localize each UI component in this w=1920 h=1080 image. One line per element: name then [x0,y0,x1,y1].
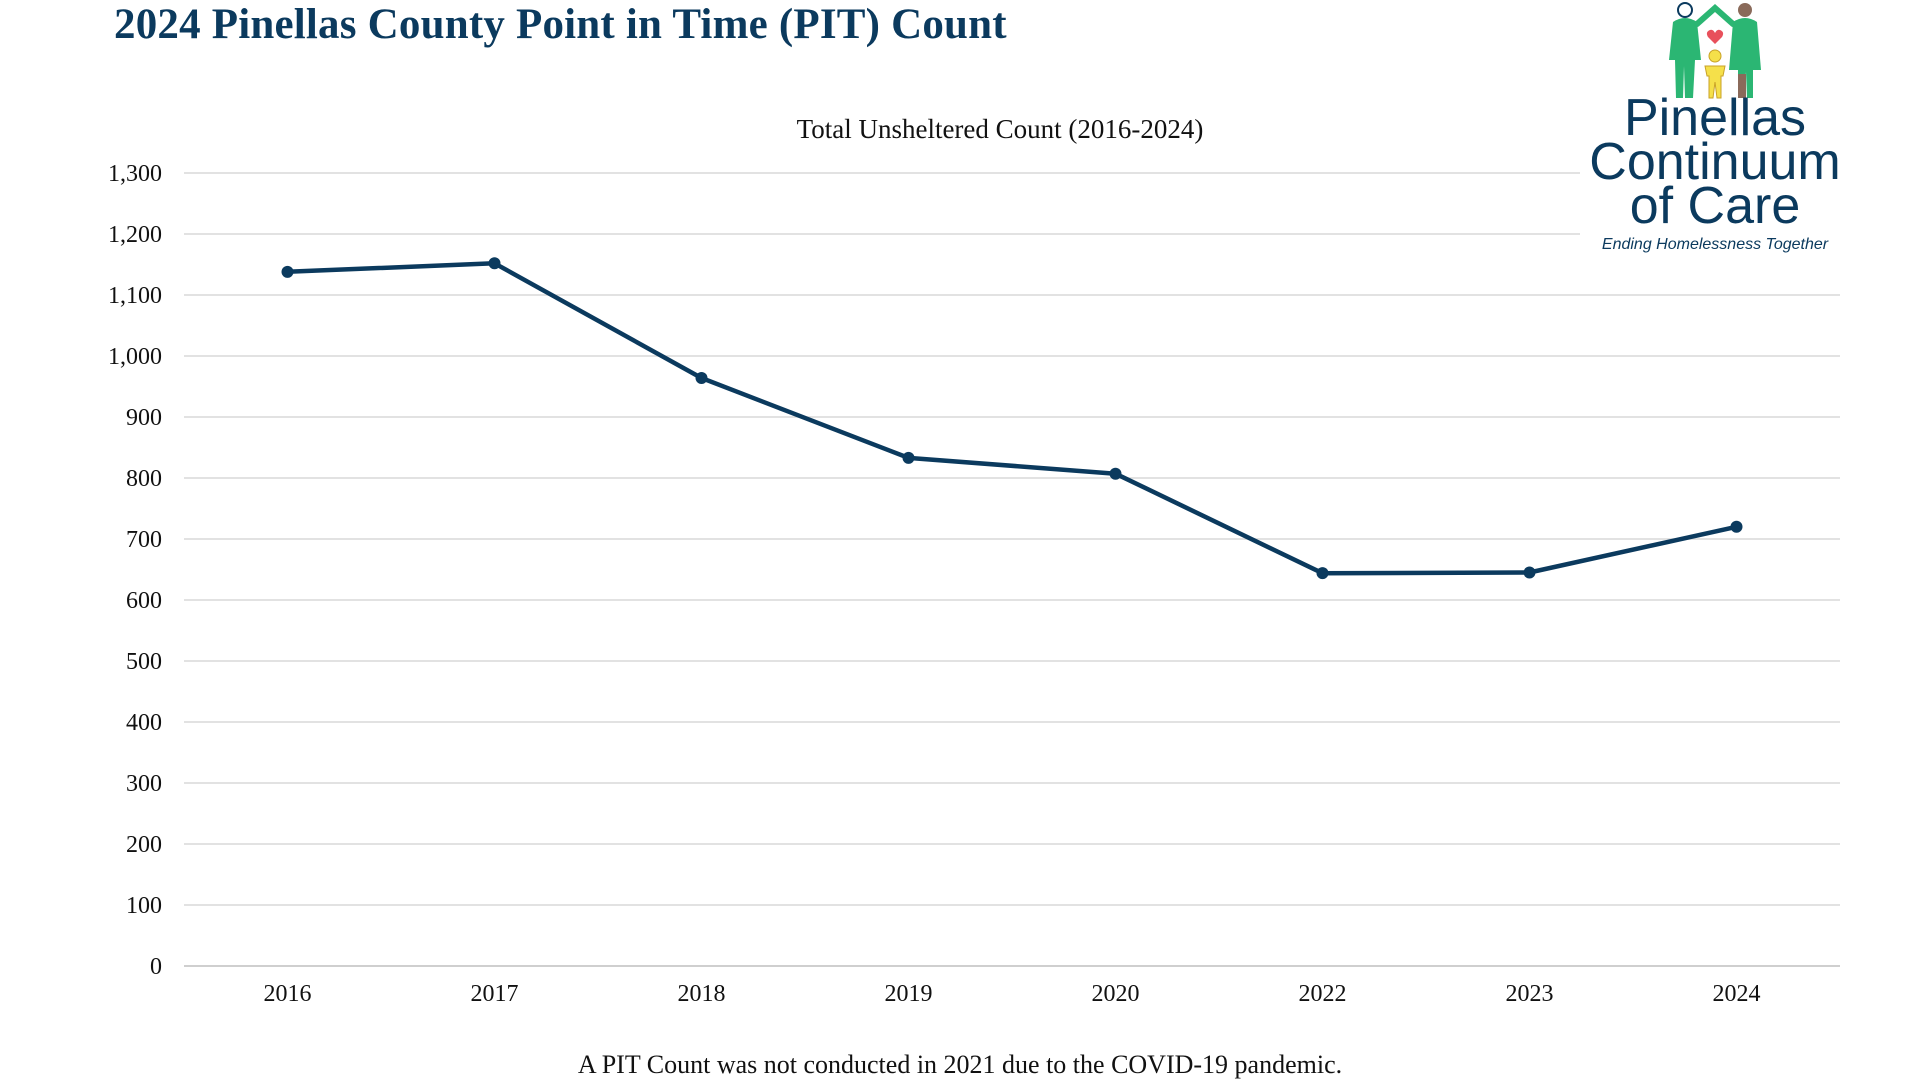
x-tick-label: 2016 [264,981,312,1007]
y-tick-label: 200 [126,832,162,858]
x-tick-label: 2019 [885,981,933,1007]
data-point-2022 [1316,567,1329,580]
logo-tagline: Ending Homelessness Together [1601,236,1829,253]
y-tick-label: 1,300 [108,161,162,187]
y-tick-label: 900 [126,405,162,431]
y-axis-tick-labels: 0 100 200 300 400 500 600 700 800 900 1,000 1,100 1,… [108,161,162,980]
series-line [285,261,1739,576]
chart-title: Total Unsheltered Count (2016-2024) [797,114,1204,144]
y-tick-label: 400 [126,710,162,736]
x-tick-label: 2020 [1092,981,1140,1007]
y-tick-label: 100 [126,893,162,919]
x-tick-label: 2018 [678,981,726,1007]
y-tick-label: 1,200 [108,222,162,248]
x-axis-tick-labels: 2016 2017 2018 2019 2020 2022 2023 2024 [264,981,1761,1007]
data-point-2019 [902,451,915,464]
x-tick-label: 2022 [1299,981,1347,1007]
logo-wordmark: Pinellas Continuum of Care [1580,89,1850,235]
y-tick-label: 600 [126,588,162,614]
y-tick-label: 300 [126,771,162,797]
data-point-2023 [1523,566,1536,579]
data-point-2024 [1730,520,1743,533]
y-tick-label: 500 [126,649,162,675]
family-icon [1669,2,1761,99]
footnote: A PIT Count was not conducted in 2021 du… [577,1050,1343,1079]
logo-line-2: Continuum [1589,133,1841,191]
series-layer [281,257,1743,580]
x-tick-label: 2023 [1506,981,1554,1007]
logo-line-3: of Care [1629,177,1801,235]
x-tick-label: 2017 [471,981,519,1007]
y-tick-label: 1,100 [108,283,162,309]
gridlines [184,172,1840,967]
data-point-2020 [1109,467,1122,480]
y-tick-label: 800 [126,466,162,492]
pinellas-coc-logo: Pinellas Continuum of Care Ending Homele… [1580,0,1850,265]
x-tick-label: 2024 [1713,981,1761,1007]
y-tick-label: 0 [150,954,162,980]
data-point-2017 [488,257,501,270]
data-point-2016 [281,265,294,278]
y-tick-label: 700 [126,527,162,553]
y-tick-label: 1,000 [108,344,162,370]
page-title: 2024 Pinellas County Point in Time (PIT)… [114,1,1007,48]
data-point-2018 [695,371,708,384]
logo-line-1: Pinellas [1623,89,1807,147]
